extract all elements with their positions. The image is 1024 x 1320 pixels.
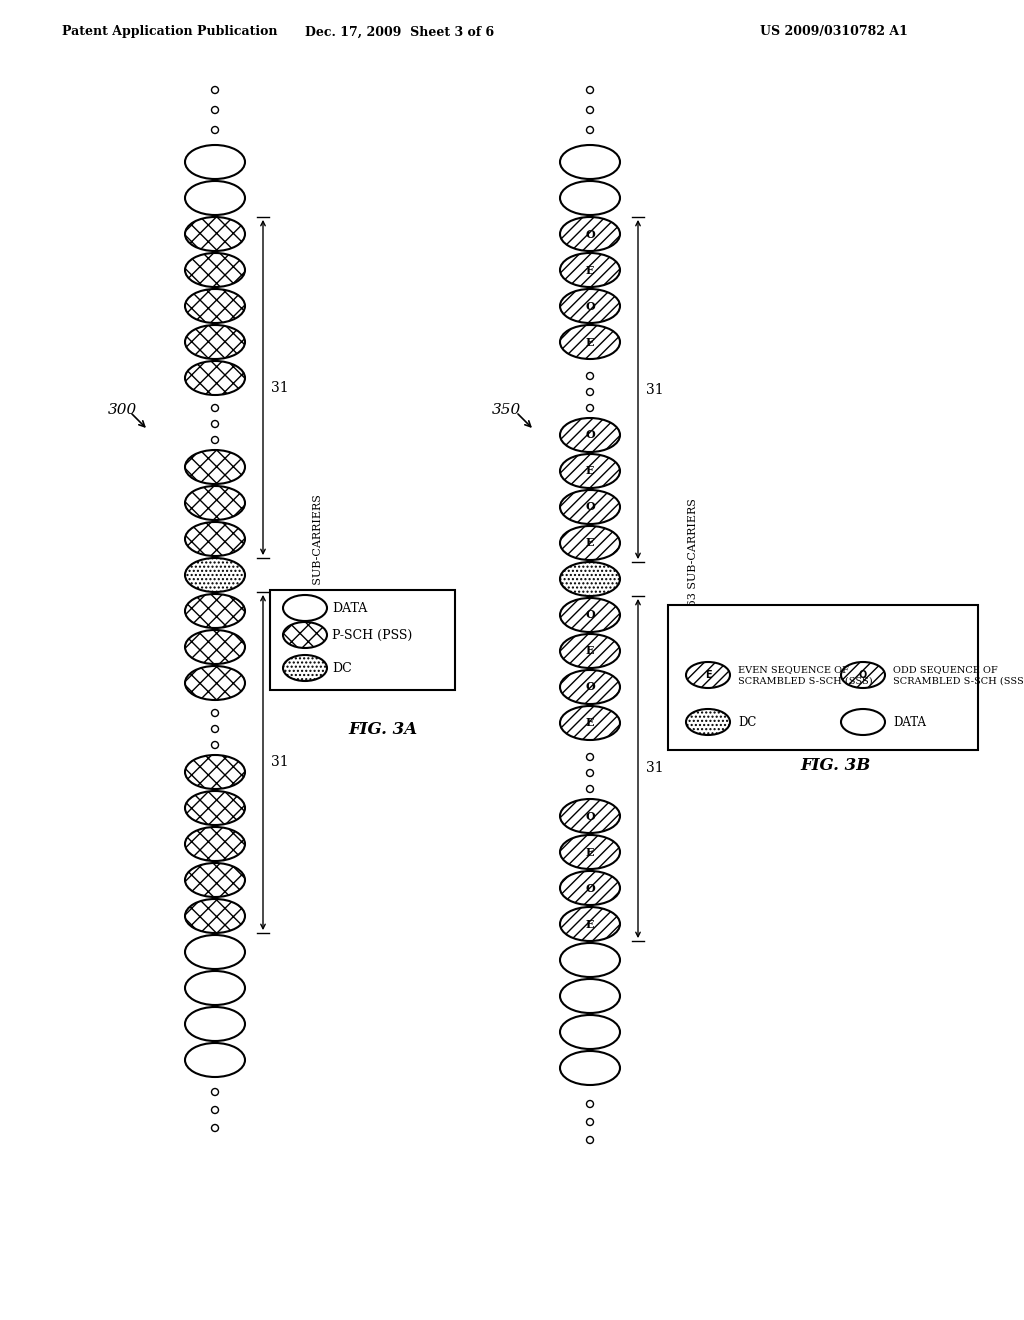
Text: O: O xyxy=(585,883,595,894)
Ellipse shape xyxy=(560,942,620,977)
Ellipse shape xyxy=(560,871,620,906)
Ellipse shape xyxy=(185,325,245,359)
Text: 350: 350 xyxy=(492,403,521,417)
Text: E: E xyxy=(586,264,594,276)
Text: O: O xyxy=(585,301,595,312)
Text: 31: 31 xyxy=(271,380,289,395)
Ellipse shape xyxy=(560,325,620,359)
Ellipse shape xyxy=(283,655,327,681)
Ellipse shape xyxy=(185,486,245,520)
Text: E: E xyxy=(586,919,594,929)
Ellipse shape xyxy=(686,663,730,688)
Ellipse shape xyxy=(185,360,245,395)
Ellipse shape xyxy=(560,525,620,560)
Text: EVEN SEQUENCE OF
SCRAMBLED S-SCH (SSS): EVEN SEQUENCE OF SCRAMBLED S-SCH (SSS) xyxy=(738,664,872,685)
Ellipse shape xyxy=(283,595,327,620)
Text: E: E xyxy=(586,718,594,729)
Ellipse shape xyxy=(560,490,620,524)
Text: DATA: DATA xyxy=(332,602,368,615)
Ellipse shape xyxy=(185,755,245,789)
Text: FIG. 3B: FIG. 3B xyxy=(800,756,870,774)
Ellipse shape xyxy=(560,1051,620,1085)
Text: O: O xyxy=(585,429,595,441)
Text: DC: DC xyxy=(738,715,757,729)
Text: O: O xyxy=(859,671,867,680)
Text: Patent Application Publication: Patent Application Publication xyxy=(62,25,278,38)
Text: E: E xyxy=(586,846,594,858)
Ellipse shape xyxy=(185,863,245,898)
Ellipse shape xyxy=(185,630,245,664)
Ellipse shape xyxy=(560,454,620,488)
Text: 31: 31 xyxy=(646,383,664,396)
Ellipse shape xyxy=(841,663,885,688)
Bar xyxy=(668,605,978,750)
Ellipse shape xyxy=(560,145,620,180)
Ellipse shape xyxy=(185,972,245,1005)
Text: ODD SEQUENCE OF
SCRAMBLED S-SCH (SSS): ODD SEQUENCE OF SCRAMBLED S-SCH (SSS) xyxy=(893,664,1024,685)
Ellipse shape xyxy=(185,899,245,933)
Bar xyxy=(270,590,455,690)
Ellipse shape xyxy=(185,145,245,180)
Ellipse shape xyxy=(560,216,620,251)
Ellipse shape xyxy=(560,706,620,741)
Ellipse shape xyxy=(185,181,245,215)
Text: US 2009/0310782 A1: US 2009/0310782 A1 xyxy=(760,25,908,38)
Ellipse shape xyxy=(185,521,245,556)
Ellipse shape xyxy=(185,935,245,969)
Text: FIG. 3A: FIG. 3A xyxy=(348,722,417,738)
Text: CENTER 63 SUB-CARRIERS: CENTER 63 SUB-CARRIERS xyxy=(688,498,698,660)
Ellipse shape xyxy=(185,594,245,628)
Ellipse shape xyxy=(185,289,245,323)
Text: E: E xyxy=(586,466,594,477)
Text: CENTER 63 SUB-CARRIERS: CENTER 63 SUB-CARRIERS xyxy=(313,494,323,656)
Ellipse shape xyxy=(283,622,327,648)
Text: E: E xyxy=(586,645,594,656)
Ellipse shape xyxy=(560,836,620,869)
Ellipse shape xyxy=(560,907,620,941)
Text: E: E xyxy=(705,671,712,680)
Ellipse shape xyxy=(185,667,245,700)
Ellipse shape xyxy=(560,181,620,215)
Ellipse shape xyxy=(185,1007,245,1041)
Ellipse shape xyxy=(560,418,620,451)
Ellipse shape xyxy=(686,709,730,735)
Text: DC: DC xyxy=(332,661,352,675)
Ellipse shape xyxy=(560,799,620,833)
Text: DATA: DATA xyxy=(893,715,926,729)
Ellipse shape xyxy=(185,216,245,251)
Ellipse shape xyxy=(185,791,245,825)
Text: P-SCH (PSS): P-SCH (PSS) xyxy=(332,628,413,642)
Ellipse shape xyxy=(185,828,245,861)
Ellipse shape xyxy=(185,1043,245,1077)
Ellipse shape xyxy=(185,558,245,591)
Ellipse shape xyxy=(560,253,620,286)
Ellipse shape xyxy=(560,979,620,1012)
Text: 31: 31 xyxy=(646,762,664,776)
Text: E: E xyxy=(586,537,594,549)
Text: O: O xyxy=(585,610,595,620)
Ellipse shape xyxy=(560,1015,620,1049)
Text: 300: 300 xyxy=(108,403,137,417)
Text: E: E xyxy=(586,337,594,347)
Text: 31: 31 xyxy=(271,755,289,770)
Ellipse shape xyxy=(185,253,245,286)
Text: O: O xyxy=(585,810,595,821)
Text: O: O xyxy=(585,502,595,512)
Ellipse shape xyxy=(560,598,620,632)
Text: O: O xyxy=(585,681,595,693)
Text: O: O xyxy=(585,228,595,239)
Ellipse shape xyxy=(560,671,620,704)
Text: Dec. 17, 2009  Sheet 3 of 6: Dec. 17, 2009 Sheet 3 of 6 xyxy=(305,25,495,38)
Ellipse shape xyxy=(185,450,245,484)
Ellipse shape xyxy=(560,634,620,668)
Ellipse shape xyxy=(841,709,885,735)
Ellipse shape xyxy=(560,289,620,323)
Ellipse shape xyxy=(560,562,620,597)
